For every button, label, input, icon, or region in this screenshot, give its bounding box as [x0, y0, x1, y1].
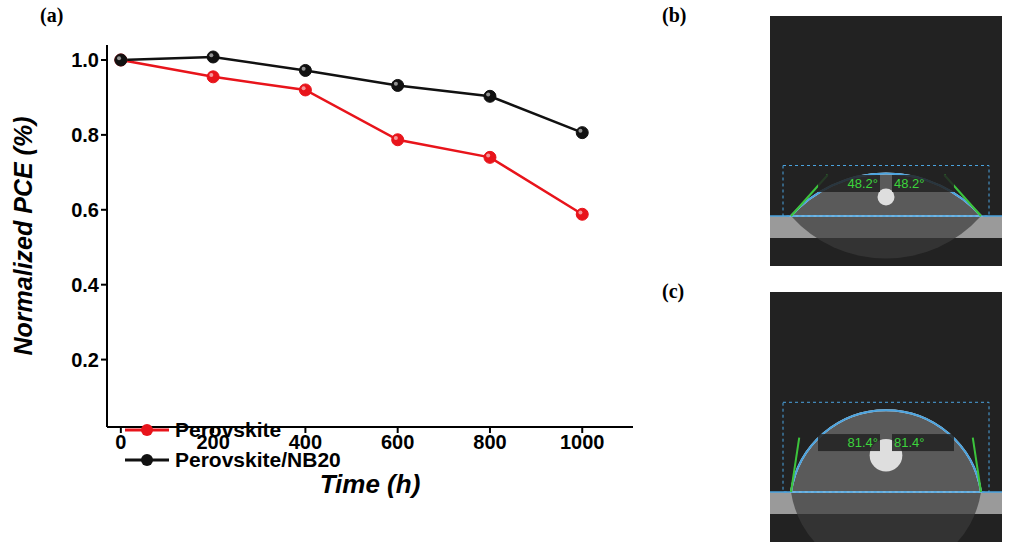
svg-text:1000: 1000 — [560, 431, 605, 453]
svg-text:81.4°: 81.4° — [847, 435, 878, 450]
svg-text:81.4°: 81.4° — [894, 435, 925, 450]
svg-text:600: 600 — [381, 431, 414, 453]
svg-text:0.8: 0.8 — [71, 124, 99, 146]
svg-text:1.0: 1.0 — [71, 49, 99, 71]
svg-text:48.2°: 48.2° — [847, 176, 878, 191]
svg-text:0.6: 0.6 — [71, 199, 99, 221]
svg-text:200: 200 — [196, 431, 229, 453]
svg-text:48.2°: 48.2° — [894, 176, 925, 191]
svg-text:Normalized PCE (%): Normalized PCE (%) — [9, 117, 37, 356]
svg-text:0.4: 0.4 — [71, 274, 100, 296]
svg-text:0.2: 0.2 — [71, 349, 99, 371]
svg-text:400: 400 — [289, 431, 322, 453]
svg-text:800: 800 — [473, 431, 506, 453]
svg-text:Time (h): Time (h) — [320, 469, 421, 499]
svg-text:0: 0 — [115, 431, 126, 453]
